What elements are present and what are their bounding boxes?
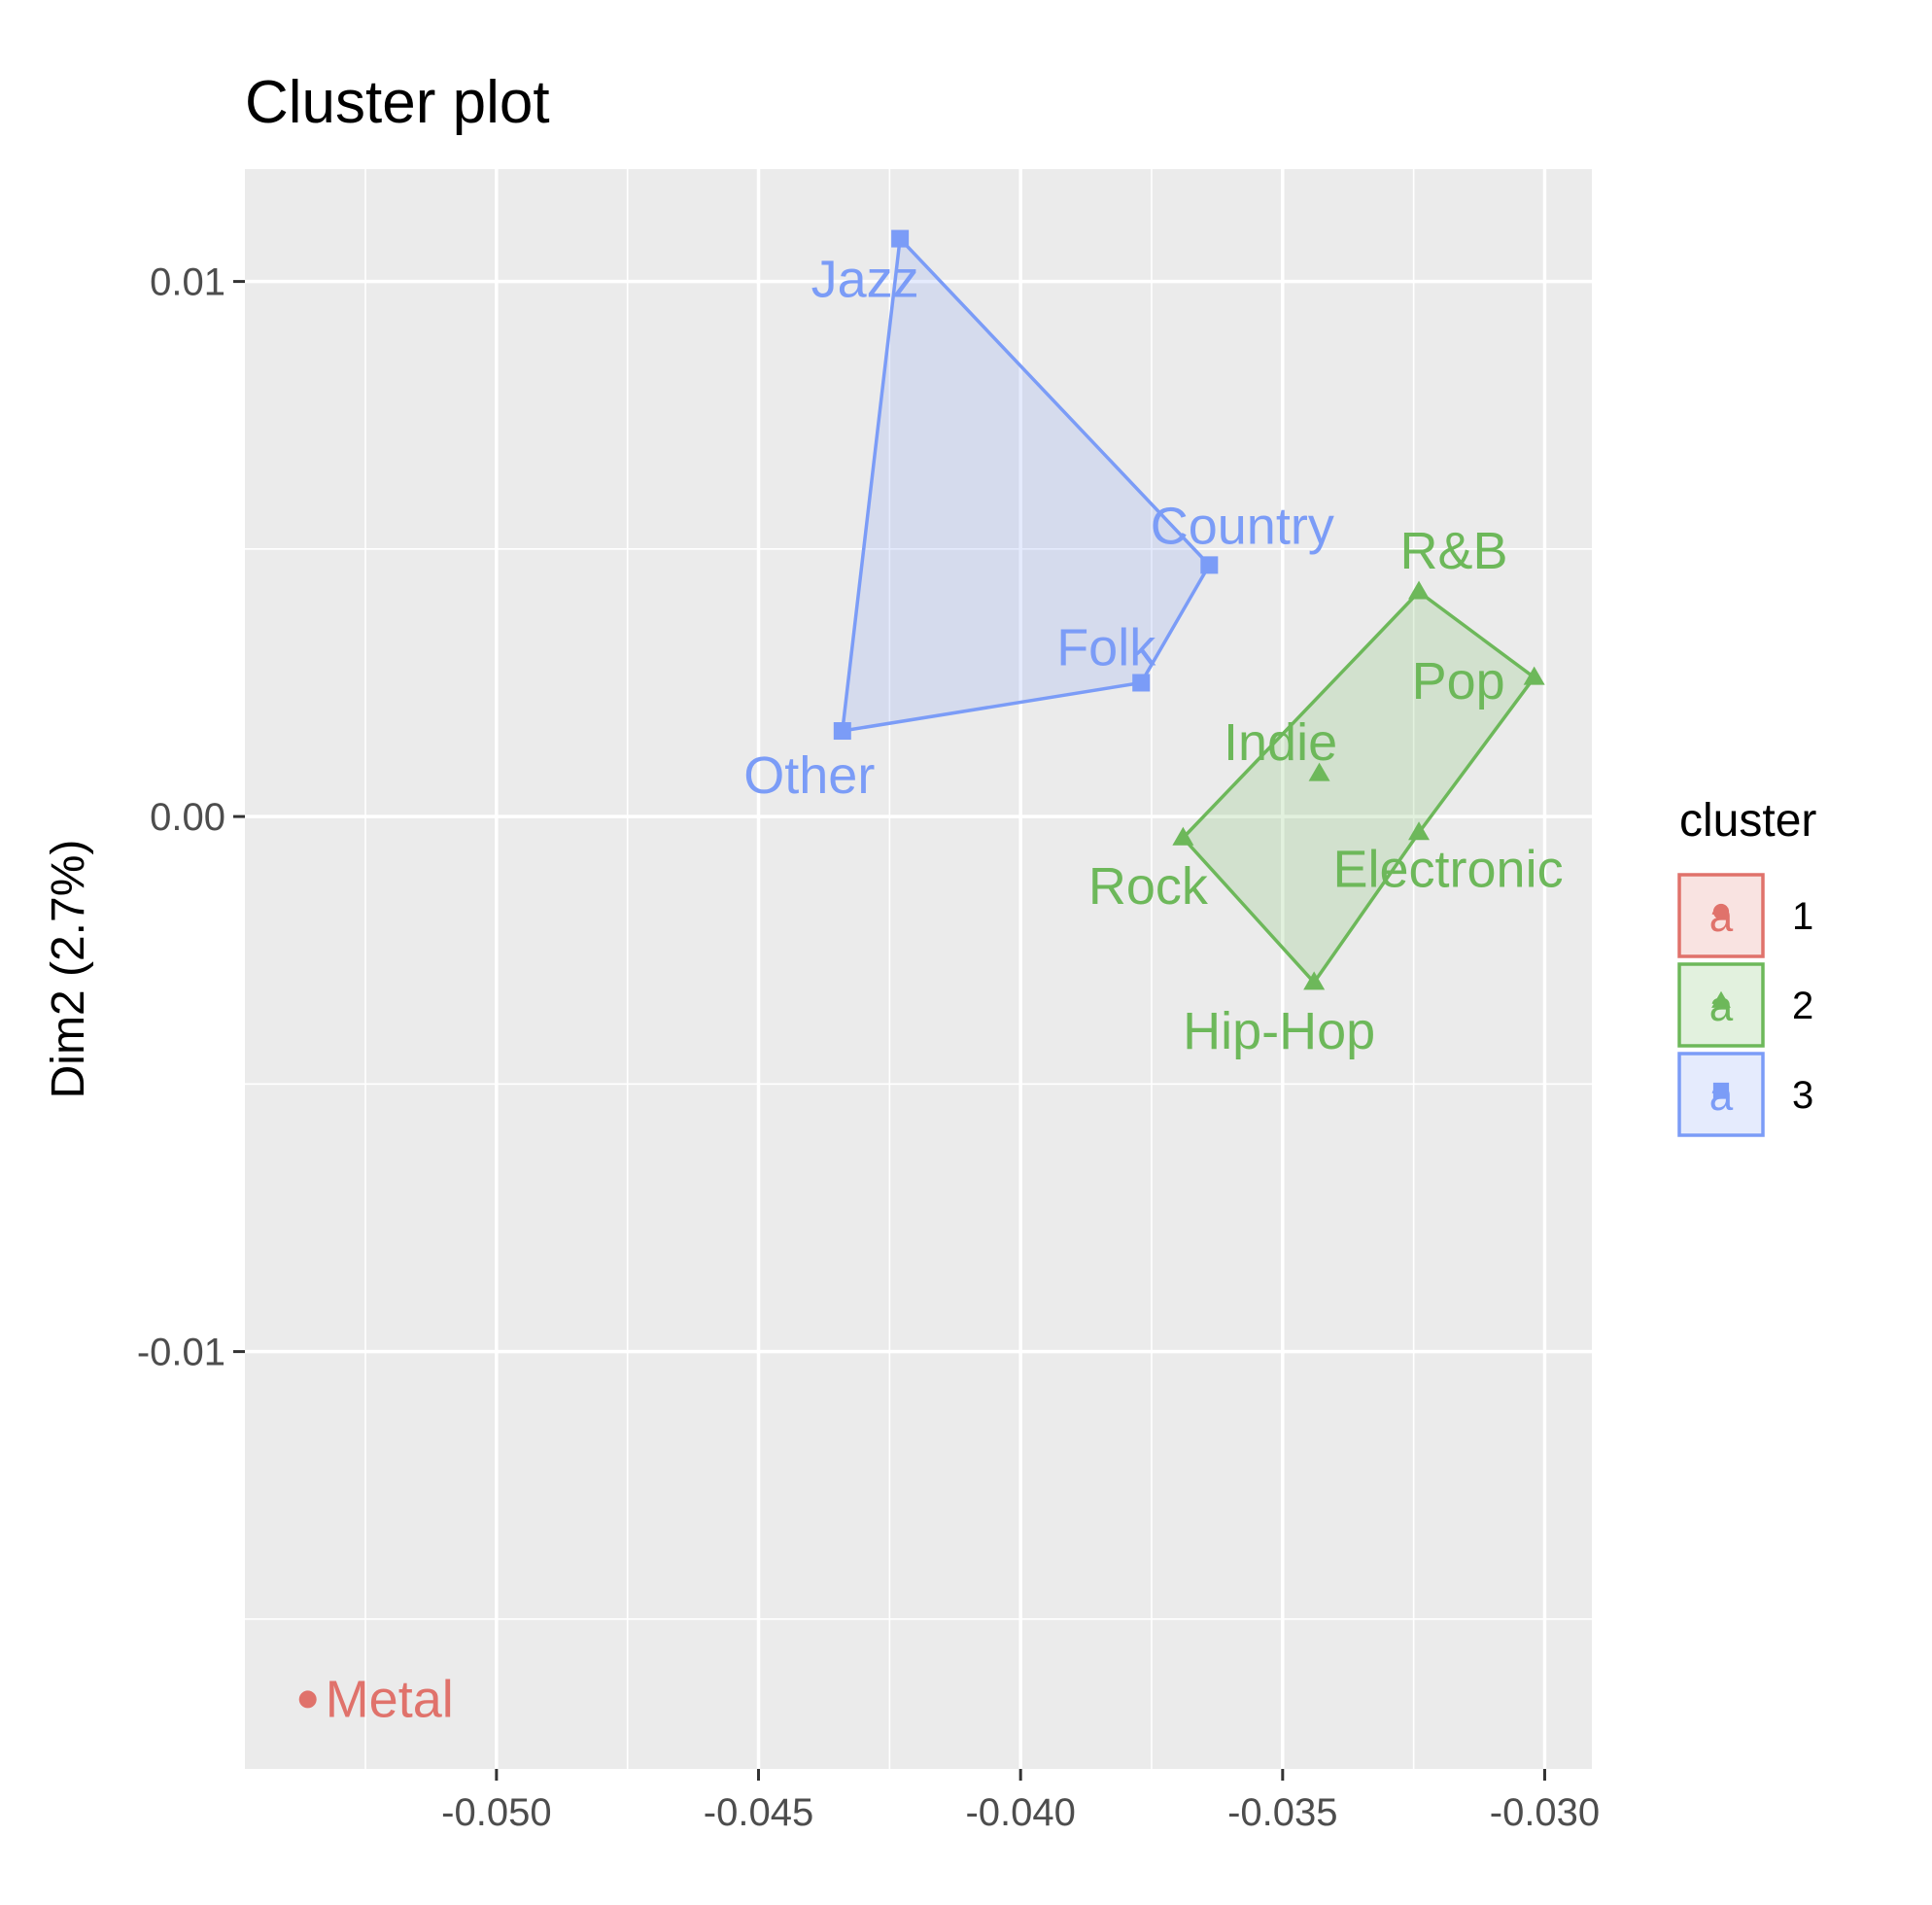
- legend-marker-1: [1712, 903, 1730, 920]
- label-folk: Folk: [1056, 618, 1156, 676]
- point-hip-hop: [1303, 971, 1326, 990]
- label-jazz: Jazz: [811, 251, 919, 309]
- point-country: [1200, 556, 1219, 574]
- point-other: [833, 722, 851, 741]
- legend-label-2: 2: [1792, 985, 1813, 1027]
- point-jazz: [891, 229, 910, 248]
- legend-marker-2: [1711, 990, 1731, 1008]
- label-r-b: R&B: [1400, 522, 1508, 580]
- point-folk: [1132, 674, 1151, 692]
- chart-title: Cluster plot: [245, 69, 550, 136]
- grid-lines: [245, 169, 1592, 1769]
- point-electronic: [1408, 821, 1431, 841]
- point-indie: [1308, 762, 1330, 781]
- point-rock: [1172, 826, 1194, 846]
- legend-glyph-2: a: [1709, 983, 1734, 1030]
- legend-glyph-1: a: [1709, 893, 1734, 941]
- label-other: Other: [743, 746, 875, 805]
- label-hip-hop: Hip-Hop: [1183, 1002, 1375, 1060]
- axes: -0.050 -0.045 -0.040 -0.035 -0.030 0.01 0.00 -0…: [137, 261, 1600, 1834]
- point-labels: Metal R&B Pop Indie Electronic Rock Hip-Hop Jaz…: [326, 251, 1564, 1729]
- x-tick-label: -0.050: [441, 1791, 551, 1834]
- x-tick-label: -0.030: [1490, 1791, 1600, 1834]
- label-pop: Pop: [1412, 652, 1505, 710]
- legend-marker-3: [1712, 1082, 1730, 1099]
- y-axis-title: Dim2 (2.7%): [43, 840, 94, 1099]
- x-tick-label: -0.035: [1227, 1791, 1337, 1834]
- legend-label-3: 3: [1792, 1074, 1813, 1117]
- plot-panel: [245, 169, 1592, 1769]
- legend: cluster a 1 a 2 a 3: [1677, 795, 1816, 1137]
- point-metal: [298, 1690, 317, 1709]
- label-indie: Indie: [1224, 713, 1337, 772]
- x-tick-label: -0.045: [704, 1791, 813, 1834]
- y-tick-label: 0.00: [150, 796, 225, 839]
- label-electronic: Electronic: [1332, 841, 1563, 899]
- x-tick-label: -0.040: [965, 1791, 1075, 1834]
- data-points: [298, 229, 1545, 1709]
- legend-glyph-3: a: [1709, 1072, 1734, 1120]
- legend-label-1: 1: [1792, 895, 1813, 938]
- y-tick-label: 0.01: [150, 261, 225, 304]
- label-country: Country: [1151, 497, 1334, 555]
- label-rock: Rock: [1088, 857, 1209, 916]
- point-pop: [1523, 666, 1545, 685]
- label-metal: Metal: [326, 1670, 454, 1728]
- y-tick-label: -0.01: [137, 1332, 225, 1374]
- point-r-b: [1408, 580, 1431, 600]
- legend-title: cluster: [1679, 795, 1816, 847]
- cluster-2-hull: [1181, 590, 1536, 985]
